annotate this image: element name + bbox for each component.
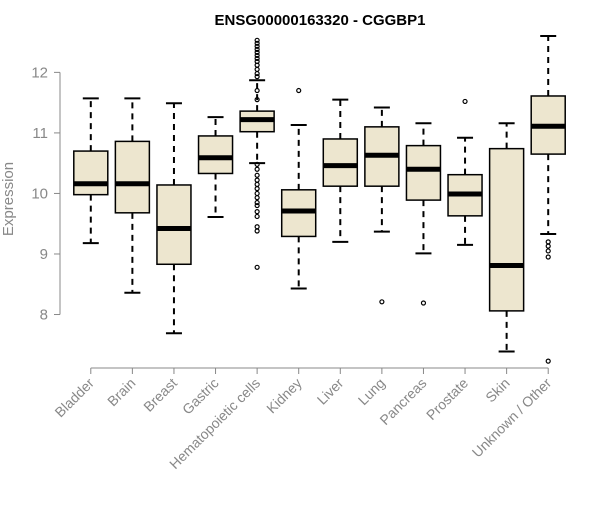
iqr-box: [488, 147, 525, 312]
outlier-point: [254, 177, 260, 183]
outlier-point: [254, 181, 260, 187]
iqr-box: [405, 144, 442, 201]
x-tick-label: Brain: [104, 375, 138, 409]
y-tick-label: 12: [31, 64, 48, 81]
box-hematopoietic-cells: [239, 37, 275, 270]
box-brain: [114, 97, 151, 294]
outlier-point: [254, 202, 260, 209]
iqr-box: [322, 138, 359, 187]
box-lung: [364, 106, 400, 305]
outlier-point: [254, 166, 260, 172]
outlier-point: [254, 43, 260, 49]
box-skin: [488, 122, 525, 353]
outlier-point: [254, 186, 260, 192]
x-tick-label: Liver: [314, 375, 347, 408]
y-tick-label: 9: [40, 246, 48, 263]
y-tick-label: 8: [40, 307, 48, 324]
x-tick-label: Kidney: [263, 375, 305, 417]
outlier-point: [296, 87, 302, 94]
x-tick-label: Prostate: [423, 375, 471, 423]
box-breast: [156, 102, 192, 335]
iqr-box: [156, 184, 192, 266]
box-kidney: [280, 87, 317, 290]
outlier-point: [379, 299, 385, 305]
outlier-point: [545, 254, 551, 260]
outlier-point: [462, 98, 468, 105]
outlier-point: [254, 190, 260, 197]
y-axis: 8 9 10 11 12: [31, 64, 61, 324]
outlier-point: [254, 172, 260, 178]
outlier-point: [254, 209, 260, 215]
outlier-point: [254, 62, 260, 68]
outlier-point: [545, 358, 551, 364]
outlier-point: [254, 161, 260, 167]
box-series: [73, 35, 566, 364]
box-gastric: [197, 116, 234, 219]
outlier-point: [254, 97, 260, 103]
y-tick-label: 10: [31, 185, 48, 202]
x-tick-label: Skin: [482, 375, 513, 406]
outlier-point: [254, 66, 260, 72]
outlier-point: [545, 243, 551, 249]
box-unknown-other: [530, 35, 566, 364]
iqr-box: [114, 140, 151, 214]
box-liver: [322, 98, 359, 243]
outlier-point: [254, 87, 260, 94]
y-tick-label: 11: [32, 125, 48, 142]
x-tick-label: Bladder: [51, 375, 97, 421]
outlier-point: [254, 213, 260, 220]
iqr-box: [197, 135, 234, 175]
outlier-point: [254, 55, 260, 62]
outlier-point: [254, 195, 260, 201]
outlier-point: [254, 199, 260, 206]
x-tick-label: Breast: [140, 375, 180, 415]
outlier-point: [254, 74, 260, 80]
iqr-box: [73, 150, 109, 196]
box-pancreas: [405, 122, 442, 306]
chart-title: ENSG00000163320 - CGGBP1: [215, 12, 426, 29]
outlier-point: [420, 300, 427, 306]
outlier-point: [254, 70, 260, 77]
box-bladder: [73, 97, 109, 245]
outlier-point: [254, 49, 260, 55]
outlier-point: [545, 239, 551, 245]
outlier-point: [254, 40, 260, 46]
outlier-point: [254, 37, 260, 43]
outlier-point: [545, 248, 551, 254]
outlier-point: [254, 264, 260, 270]
outlier-point: [254, 224, 260, 230]
y-axis-label: Expression: [0, 162, 17, 236]
outlier-point: [254, 228, 260, 234]
x-tick-label: Lung: [355, 375, 388, 408]
x-tick-label: Unknown / Other: [469, 375, 555, 461]
outlier-point: [254, 46, 260, 52]
outlier-point: [254, 52, 260, 59]
box-prostate: [447, 98, 483, 246]
